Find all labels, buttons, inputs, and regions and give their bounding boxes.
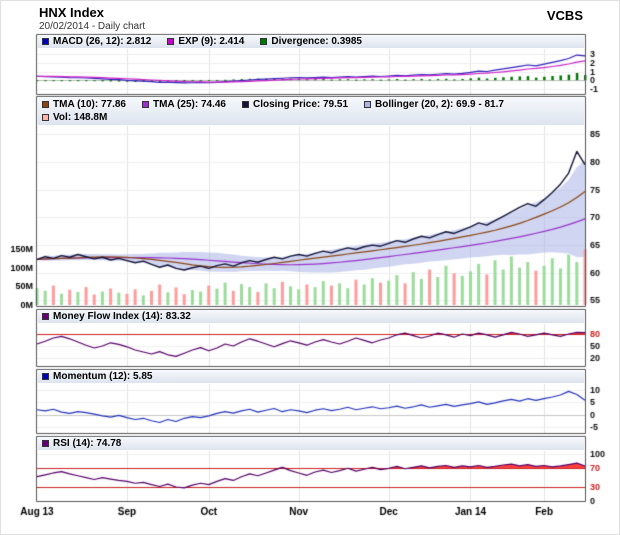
rsi-series-chip	[42, 440, 49, 447]
legend-item-mfi: Money Flow Index (14): 83.32	[42, 311, 191, 322]
macd-series-chip	[42, 38, 49, 45]
legend-label: Bollinger (20, 2): 69.9 - 81.7	[375, 99, 504, 110]
momentum-series-chip	[42, 373, 49, 380]
brand-logo: VCBS	[546, 8, 583, 23]
mfi-legend: Money Flow Index (14): 83.32	[38, 310, 584, 323]
mfi-series-chip	[42, 313, 49, 320]
exp-series-chip	[167, 38, 175, 45]
momentum-legend: Momentum (12): 5.85	[38, 370, 584, 383]
legend-label: EXP (9): 2.414	[178, 36, 245, 47]
legend-label: Vol: 148.8M	[53, 112, 108, 123]
legend-label: MACD (26, 12): 2.812	[53, 36, 152, 47]
legend-label: Momentum (12): 5.85	[53, 371, 153, 382]
legend-item-divergence: Divergence: 0.3985	[260, 36, 362, 47]
legend-label: Divergence: 0.3985	[271, 36, 362, 47]
tma10-series-chip	[42, 101, 49, 108]
page-title: HNX Index	[39, 5, 105, 20]
legend-item-tma25: TMA (25): 74.46	[141, 99, 226, 110]
legend-item-close: Closing Price: 79.51	[241, 99, 349, 110]
macd-legend: MACD (26, 12): 2.812 EXP (9): 2.414 Dive…	[38, 35, 584, 48]
chart-subtitle: 20/02/2014 - Daily chart	[39, 21, 146, 32]
price-legend: TMA (10): 77.86 TMA (25): 74.46 Closing …	[38, 97, 584, 125]
bollinger-series-chip	[364, 101, 372, 108]
divergence-series-chip	[260, 38, 268, 45]
legend-item-bollinger: Bollinger (20, 2): 69.9 - 81.7	[364, 99, 504, 110]
legend-label: TMA (25): 74.46	[152, 99, 226, 110]
price-legend-row-1: TMA (10): 77.86 TMA (25): 74.46 Closing …	[42, 99, 580, 110]
tma25-series-chip	[141, 101, 149, 108]
rsi-legend: RSI (14): 74.78	[38, 437, 584, 450]
legend-item-volume: Vol: 148.8M	[42, 112, 107, 123]
legend-label: Money Flow Index (14): 83.32	[53, 311, 191, 322]
legend-item-tma10: TMA (10): 77.86	[42, 99, 126, 110]
legend-item-exp: EXP (9): 2.414	[167, 36, 244, 47]
legend-label: RSI (14): 74.78	[53, 438, 122, 449]
legend-item-momentum: Momentum (12): 5.85	[42, 371, 152, 382]
legend-item-rsi: RSI (14): 74.78	[42, 438, 121, 449]
volume-series-chip	[42, 114, 49, 121]
legend-label: Closing Price: 79.51	[252, 99, 349, 110]
close-series-chip	[241, 101, 249, 108]
legend-item-macd: MACD (26, 12): 2.812	[42, 36, 151, 47]
price-legend-row-2: Vol: 148.8M	[42, 112, 580, 123]
legend-label: TMA (10): 77.86	[53, 99, 126, 110]
